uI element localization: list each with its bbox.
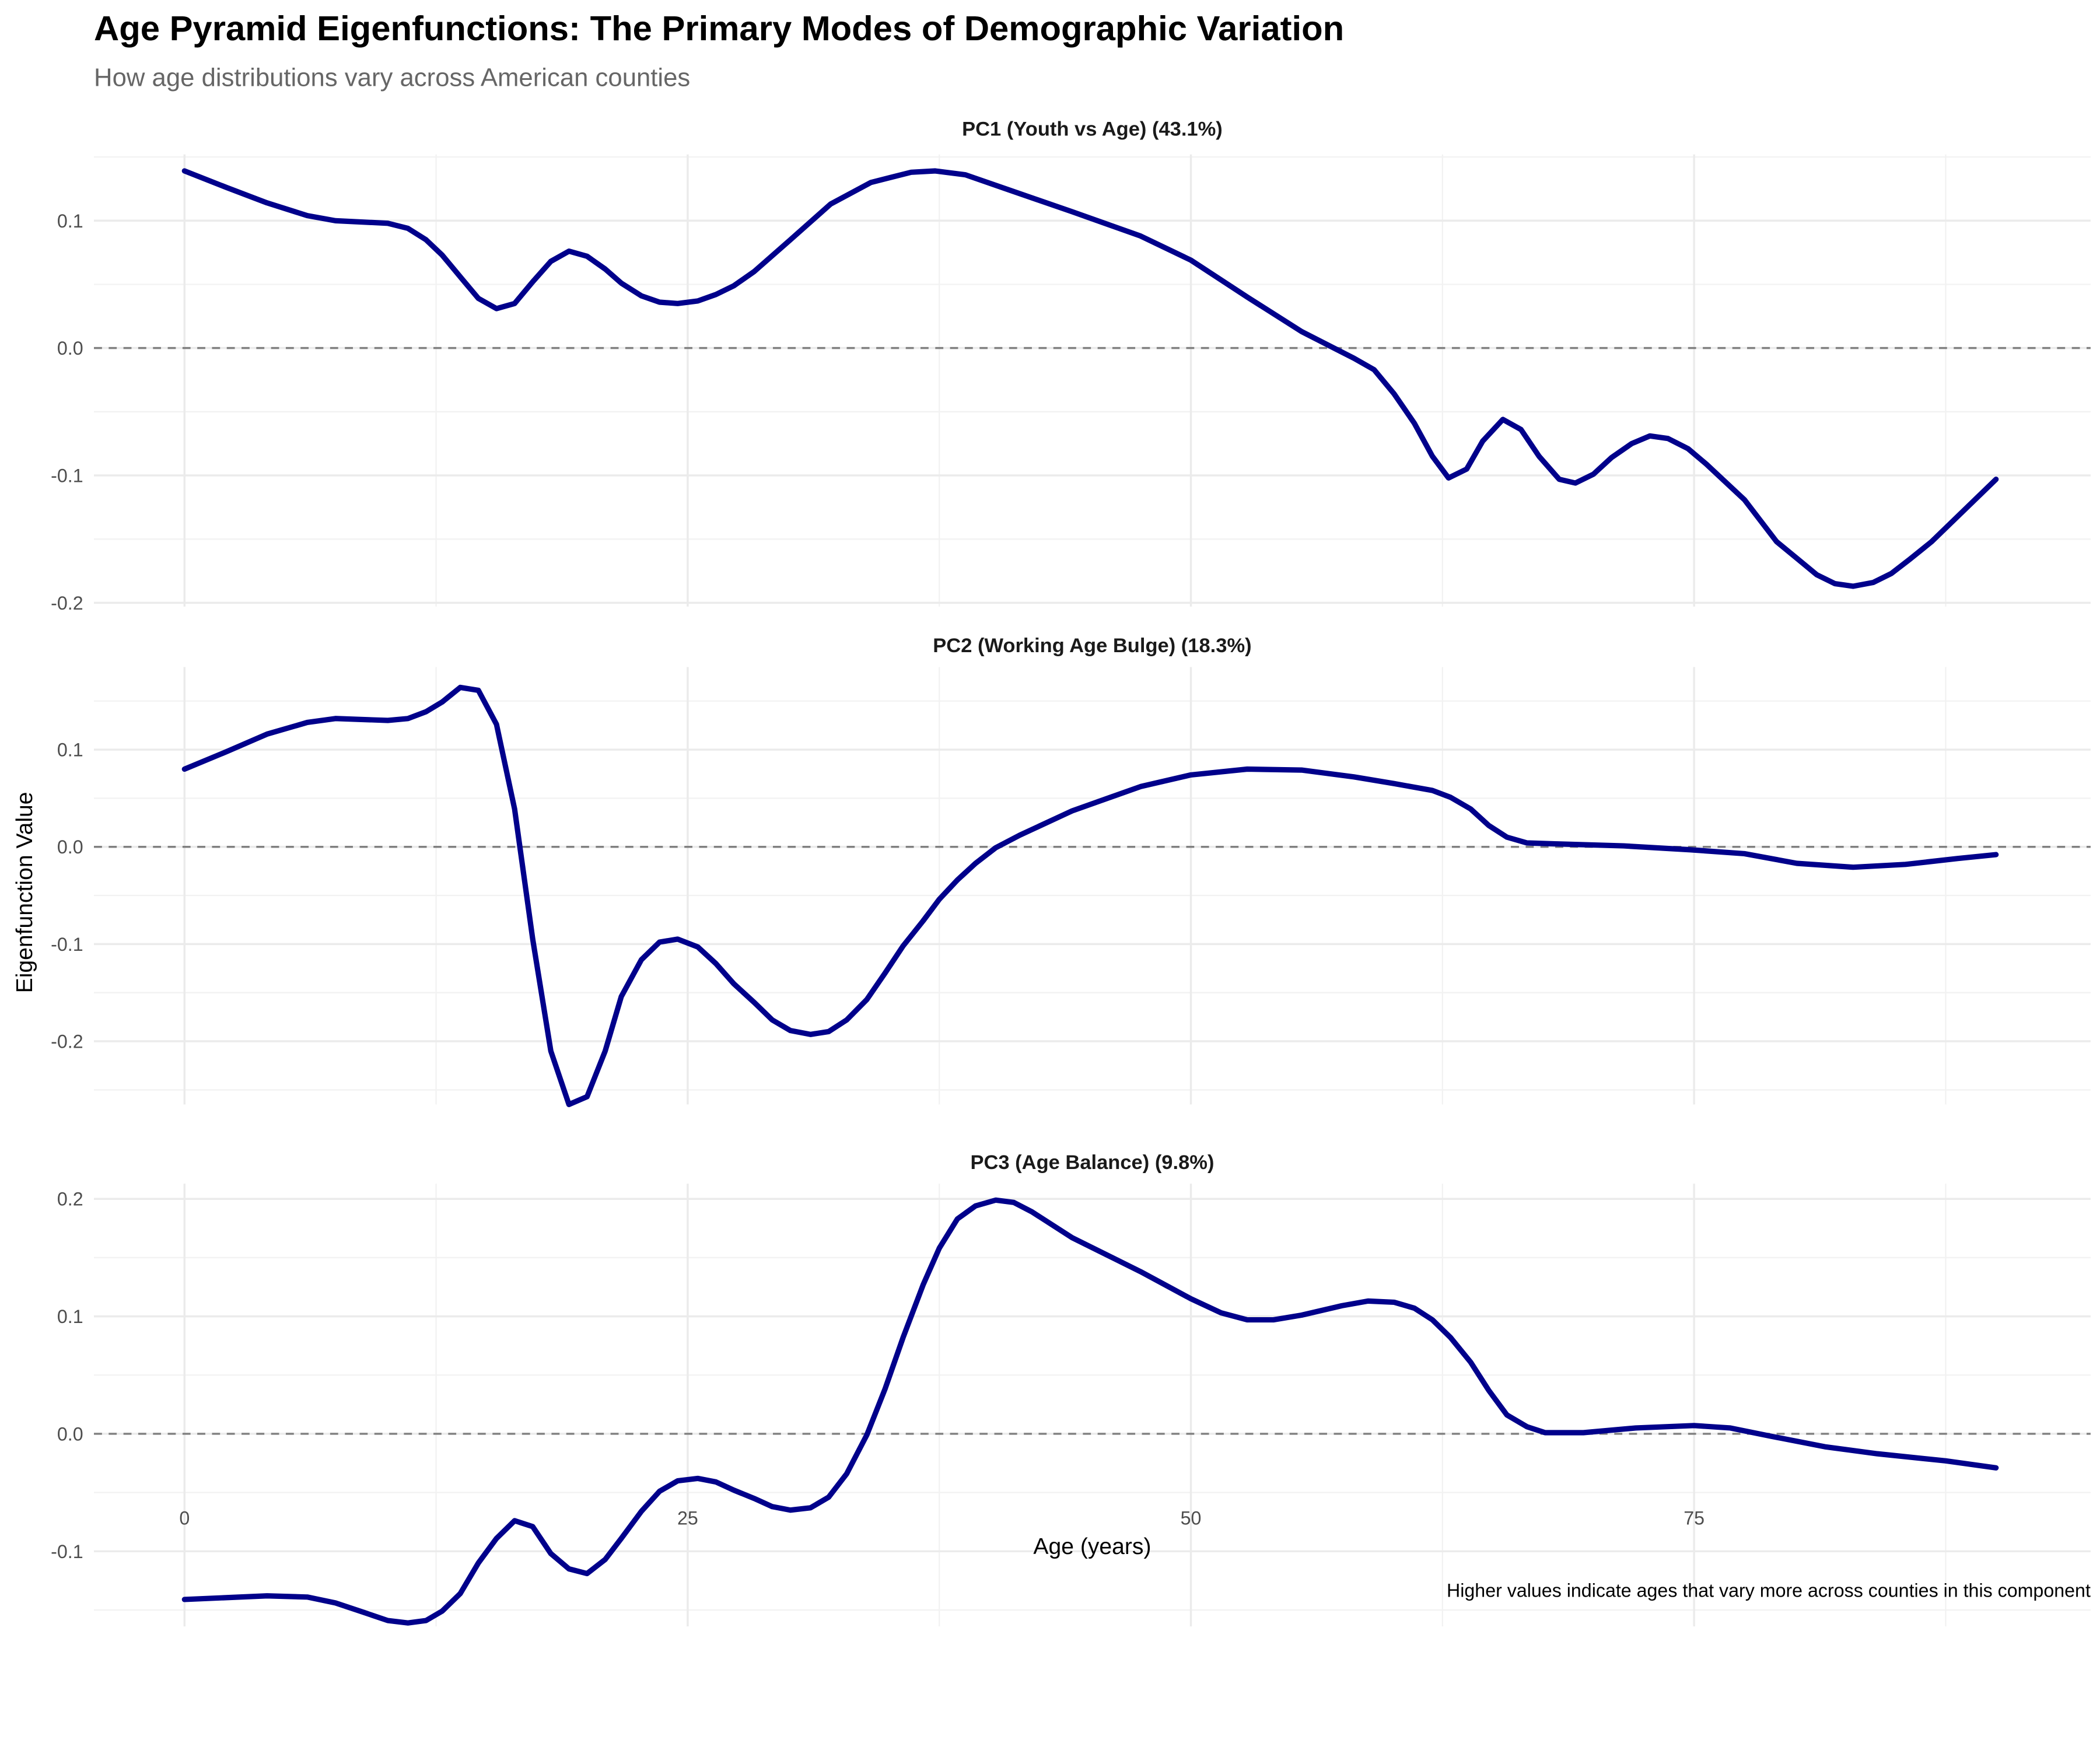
panel-title: PC1 (Youth vs Age) (43.1%) — [962, 118, 1223, 141]
y-tick-label: 0.0 — [57, 836, 83, 858]
panel-3: PC3 (Age Balance) (9.8%) -0.1 0.0 0.1 0.2 — [51, 1152, 2091, 1627]
y-tick-label: 0.1 — [57, 211, 83, 232]
chart-title: Age Pyramid Eigenfunctions: The Primary … — [94, 9, 1344, 48]
x-tick-label: 25 — [677, 1507, 698, 1528]
panel-2: PC2 (Working Age Bulge) (18.3%) -0.2 -0.1 0… — [51, 635, 2091, 1107]
y-tick-label: 0.1 — [57, 1306, 83, 1327]
chart-caption: Higher values indicate ages that vary mo… — [1447, 1580, 2091, 1601]
y-tick-label: -0.1 — [51, 1541, 83, 1562]
y-tick-label: 0.0 — [57, 1423, 83, 1444]
x-tick-label: 75 — [1684, 1507, 1704, 1528]
x-axis-title: Age (years) — [1033, 1534, 1151, 1559]
x-tick-label: 0 — [179, 1507, 190, 1528]
chart-subtitle: How age distributions vary across Americ… — [94, 63, 690, 92]
y-tick-label: 0.2 — [57, 1189, 83, 1210]
y-tick-label: 0.1 — [57, 740, 83, 761]
panel-title: PC2 (Working Age Bulge) (18.3%) — [933, 635, 1251, 657]
y-axis-title: Eigenfunction Value — [12, 792, 37, 993]
panel-1: PC1 (Youth vs Age) (43.1%) -0.2 -0.1 0.0 0.1 — [51, 118, 2091, 614]
y-tick-label: -0.1 — [51, 466, 83, 487]
x-tick-label: 50 — [1181, 1507, 1202, 1528]
eigenfunction-line — [181, 684, 1999, 1107]
panel-title: PC3 (Age Balance) (9.8%) — [970, 1152, 1214, 1174]
panels: PC1 (Youth vs Age) (43.1%) -0.2 -0.1 0.0 0.1… — [51, 118, 2091, 1627]
eigenfunction-line — [181, 168, 1999, 589]
y-tick-label: 0.0 — [57, 338, 83, 359]
eigenfunction-line — [181, 1197, 1999, 1626]
y-tick-label: -0.2 — [51, 593, 83, 614]
y-tick-label: -0.2 — [51, 1031, 83, 1052]
y-tick-label: -0.1 — [51, 934, 83, 955]
